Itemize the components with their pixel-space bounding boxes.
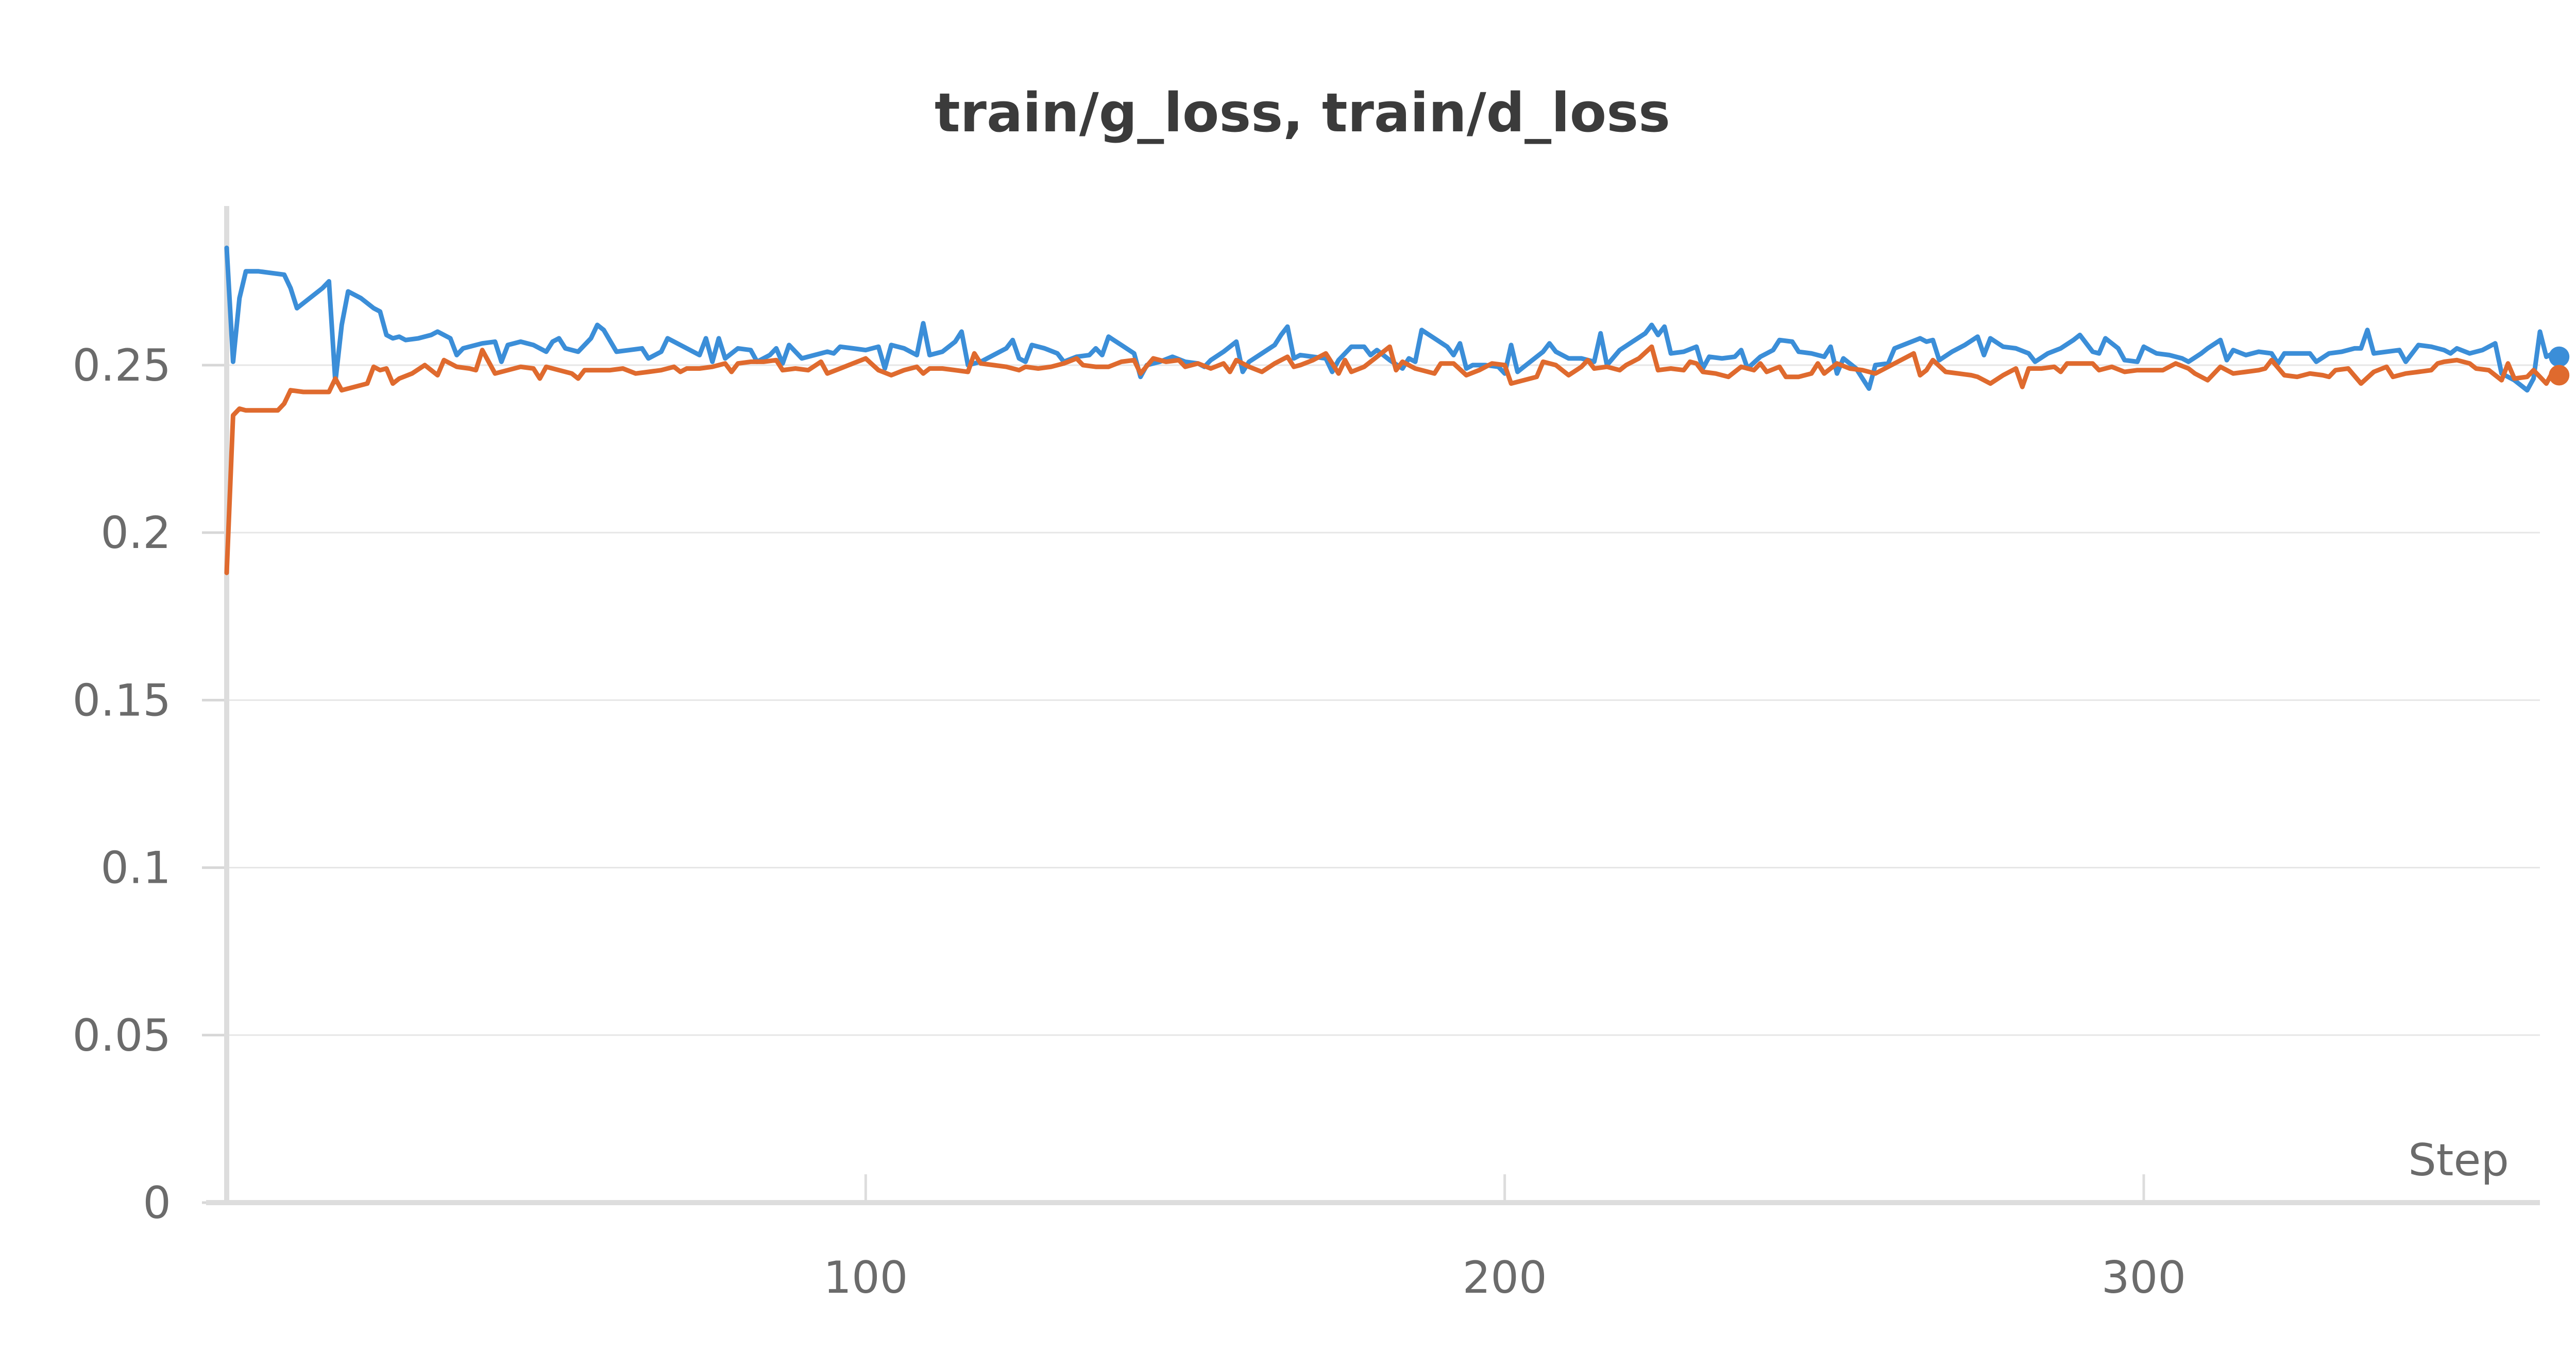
series-2-end-marker xyxy=(2549,365,2570,386)
y-tick-label: 0.05 xyxy=(73,1010,171,1061)
axes-layer xyxy=(202,206,2540,1205)
grid-layer xyxy=(227,364,2540,1036)
x-tick-label: 200 xyxy=(1463,1252,1547,1304)
y-tick-label: 0 xyxy=(143,1177,171,1229)
y-tick-label: 0.2 xyxy=(100,507,171,559)
y-tick-label: 0.25 xyxy=(73,340,171,391)
x-axis-label: Step xyxy=(2408,1135,2509,1186)
x-tick-label: 300 xyxy=(2102,1252,2186,1304)
labels-layer: 0 0.05 0.1 0.15 0.2 0.25 100 200 300 xyxy=(73,340,2187,1304)
chart-title: train/g_loss, train/d_loss xyxy=(935,81,1670,144)
y-tick-label: 0.1 xyxy=(100,843,171,894)
x-tick-label: 100 xyxy=(823,1252,908,1304)
y-tick-label: 0.15 xyxy=(73,675,171,726)
series-1-line xyxy=(224,245,2562,393)
series-2-line xyxy=(224,344,2562,575)
series-layer xyxy=(224,245,2570,575)
series-1-end-marker xyxy=(2549,346,2570,367)
